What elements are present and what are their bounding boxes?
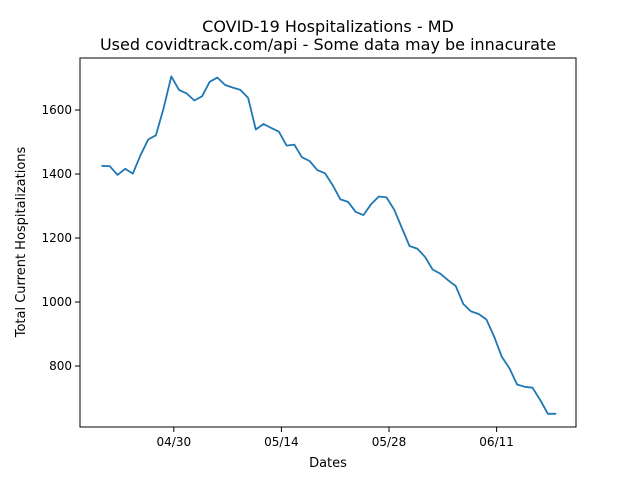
y-tick: 1600 xyxy=(41,103,80,117)
y-tick-label: 800 xyxy=(49,359,72,373)
x-axis-label: Dates xyxy=(309,456,347,471)
x-tick: 04/30 xyxy=(157,427,192,449)
y-tick: 800 xyxy=(49,359,80,373)
y-tick: 1000 xyxy=(41,295,80,309)
y-tick: 1400 xyxy=(41,167,80,181)
chart-subtitle: Used covidtrack.com/api - Some data may … xyxy=(100,35,556,54)
y-tick: 1200 xyxy=(41,231,80,245)
x-tick: 06/11 xyxy=(479,427,514,449)
plot-frame xyxy=(79,57,577,428)
chart-title: COVID-19 Hospitalizations - MD xyxy=(202,17,454,36)
x-tick: 05/14 xyxy=(264,427,299,449)
x-tick-label: 06/11 xyxy=(479,435,514,449)
series-line xyxy=(101,75,557,415)
plot-area xyxy=(79,57,577,428)
x-axis: 04/30 05/14 05/28 06/11 xyxy=(157,427,514,449)
y-tick-label: 1600 xyxy=(41,103,72,117)
y-tick-label: 1000 xyxy=(41,295,72,309)
y-tick-label: 1400 xyxy=(41,167,72,181)
y-axis-label: Total Current Hospitalizations xyxy=(14,146,29,338)
x-tick-label: 05/14 xyxy=(264,435,299,449)
y-tick-label: 1200 xyxy=(41,231,72,245)
x-tick-label: 05/28 xyxy=(372,435,407,449)
y-axis: 800 1000 1200 1400 1600 xyxy=(41,103,80,373)
x-tick: 05/28 xyxy=(372,427,407,449)
x-tick-label: 04/30 xyxy=(157,435,192,449)
